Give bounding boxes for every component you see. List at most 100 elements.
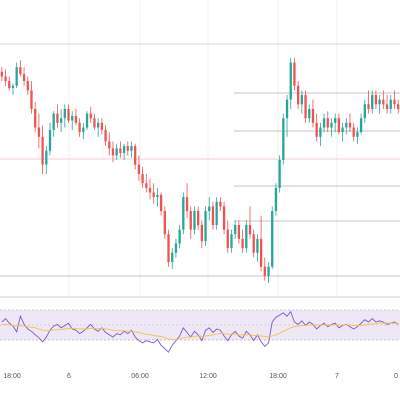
candle	[185, 183, 189, 218]
candle-body	[219, 201, 222, 207]
candle	[393, 90, 396, 109]
candle	[374, 90, 378, 109]
candle	[278, 155, 281, 193]
candle-body	[11, 85, 15, 89]
candle-body	[311, 108, 315, 123]
price-grid	[68, 0, 338, 296]
candle-body	[200, 224, 203, 242]
candle-body	[315, 122, 318, 137]
candle	[48, 122, 52, 156]
candle	[252, 229, 255, 258]
candle	[11, 83, 15, 96]
candle	[137, 155, 141, 181]
x-tick-label: 12:00	[199, 373, 217, 380]
candle	[363, 99, 366, 123]
candle	[100, 118, 103, 135]
candle-body	[308, 108, 311, 119]
candle-body	[259, 238, 263, 267]
candle	[359, 113, 363, 135]
candle	[356, 127, 359, 144]
candle-body	[278, 160, 281, 188]
candle	[208, 197, 211, 221]
candle	[145, 173, 148, 193]
candle	[34, 102, 37, 133]
candle	[189, 206, 192, 239]
candle-body	[330, 122, 333, 128]
candle-body	[193, 211, 196, 230]
candle-body	[156, 194, 159, 198]
candle-body	[22, 74, 26, 82]
candle	[319, 122, 322, 147]
candle-body	[0, 71, 3, 77]
candle	[89, 106, 92, 123]
candle-body	[304, 95, 307, 119]
candle	[197, 206, 200, 230]
candle-body	[111, 148, 115, 156]
candle	[93, 113, 96, 130]
candle	[159, 192, 163, 216]
candle-body	[148, 187, 152, 193]
candle	[230, 229, 233, 253]
candles[interactable]	[0, 57, 400, 283]
candle	[148, 178, 152, 200]
price-panel[interactable]	[0, 0, 400, 296]
candle-body	[397, 104, 400, 109]
candle-body	[8, 81, 11, 89]
candle	[52, 111, 55, 137]
candle	[167, 229, 170, 267]
candle-body	[71, 115, 74, 121]
candle	[382, 90, 385, 109]
candle	[219, 197, 222, 212]
candle-body	[85, 113, 89, 128]
candle-body	[48, 129, 52, 151]
candle	[245, 220, 248, 253]
candle-body	[322, 118, 326, 128]
candle	[234, 220, 237, 239]
candle	[45, 146, 48, 174]
candle-body	[367, 104, 370, 109]
candle-body	[126, 146, 129, 151]
candle	[222, 201, 226, 235]
candle	[163, 206, 166, 239]
x-tick-label: 06:00	[131, 373, 149, 380]
indicator-series-line	[1, 322, 399, 340]
candle-body	[56, 113, 59, 123]
candle-body	[204, 211, 207, 242]
candle	[115, 143, 118, 160]
candle	[152, 183, 155, 205]
candle-body	[93, 118, 96, 128]
candle-body	[359, 118, 363, 133]
candle	[237, 220, 241, 244]
candle-body	[222, 206, 226, 230]
candle	[385, 95, 389, 114]
candle-body	[245, 224, 248, 249]
candle-body	[215, 201, 218, 225]
candle	[126, 141, 129, 156]
candle	[56, 104, 59, 128]
candle	[285, 95, 289, 137]
candle	[174, 238, 178, 258]
candle-body	[374, 95, 378, 105]
candle	[78, 118, 81, 137]
x-tick-label: 18:00	[269, 373, 287, 380]
candle-body	[256, 238, 259, 253]
candle-body	[141, 173, 144, 184]
candle	[293, 57, 296, 91]
candle-body	[211, 206, 215, 225]
candle-body	[348, 122, 352, 128]
candle-body	[341, 127, 344, 133]
candle-body	[19, 67, 22, 75]
candle-body	[74, 115, 78, 123]
candle-body	[82, 127, 85, 133]
candle	[256, 234, 259, 263]
candle-body	[37, 127, 41, 137]
candle	[59, 108, 63, 133]
candle	[182, 192, 185, 235]
candle	[211, 201, 215, 230]
candle	[193, 206, 196, 235]
indicator-panel[interactable]	[0, 309, 400, 353]
candle-body	[371, 95, 374, 109]
candle-body	[41, 136, 44, 165]
candle-body	[345, 122, 348, 128]
candle-body	[274, 187, 278, 212]
